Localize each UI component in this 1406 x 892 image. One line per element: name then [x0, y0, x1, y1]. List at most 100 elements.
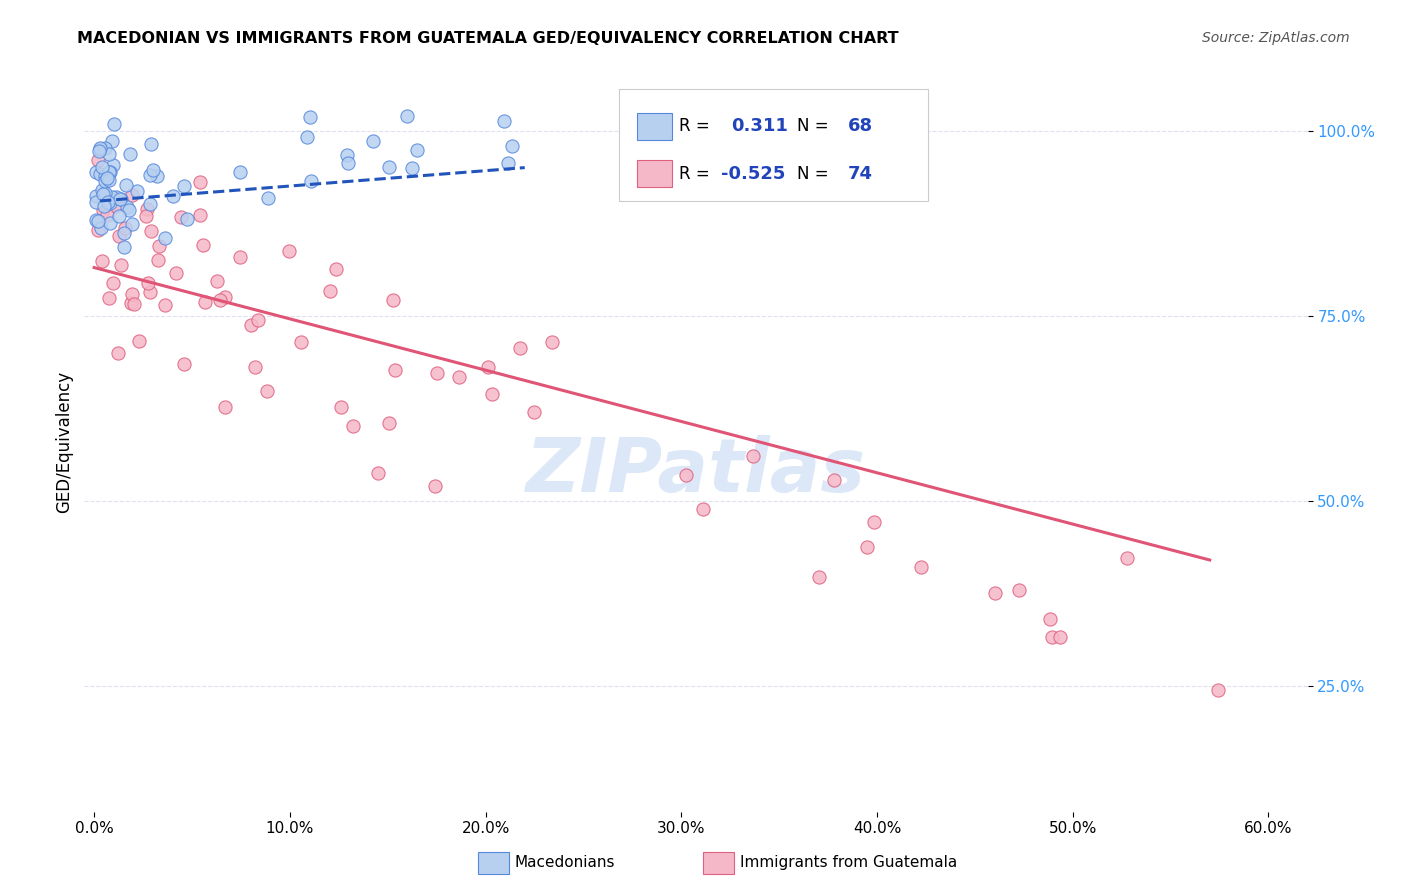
Point: [176, 212, 198, 227]
Point: [110, 193, 132, 207]
Point: [101, 276, 124, 290]
Point: [96, 208, 118, 222]
Point: [191, 238, 214, 252]
Point: [112, 239, 135, 253]
Point: [139, 168, 162, 182]
Point: [329, 401, 352, 415]
Point: [540, 334, 562, 349]
Point: [97, 191, 120, 205]
Point: [910, 559, 932, 574]
Text: 74: 74: [848, 165, 873, 183]
Point: [1008, 583, 1031, 598]
Point: [115, 178, 138, 193]
Point: [496, 156, 519, 170]
Point: [423, 479, 446, 493]
Point: [97, 195, 120, 210]
Point: [301, 174, 323, 188]
Point: [214, 401, 236, 415]
Point: [146, 253, 169, 268]
Point: [426, 366, 449, 380]
Point: [115, 200, 138, 214]
Point: [984, 586, 1007, 600]
Point: [108, 209, 131, 223]
Point: [153, 231, 176, 245]
Point: [194, 294, 217, 309]
Point: [823, 474, 845, 488]
Point: [188, 208, 211, 222]
Point: [90, 254, 112, 268]
Point: [494, 114, 516, 128]
Point: [94, 186, 117, 200]
Point: [1040, 631, 1063, 645]
Point: [395, 109, 418, 123]
Point: [336, 147, 359, 161]
Point: [97, 173, 120, 187]
Point: [121, 287, 143, 301]
Point: [367, 467, 389, 481]
Point: [336, 155, 359, 169]
Point: [89, 142, 111, 156]
Point: [165, 266, 187, 280]
Point: [98, 165, 121, 179]
Point: [87, 144, 110, 158]
Point: [98, 291, 121, 305]
Text: -0.525: -0.525: [721, 165, 786, 183]
Point: [169, 211, 191, 225]
Point: [98, 165, 121, 179]
Point: [319, 284, 342, 298]
Point: [449, 369, 471, 384]
Point: [382, 293, 405, 307]
Point: [378, 417, 401, 431]
Point: [229, 165, 252, 179]
Point: [162, 189, 184, 203]
Text: Macedonians: Macedonians: [515, 855, 614, 870]
Point: [118, 147, 141, 161]
Point: [120, 296, 142, 310]
Point: [378, 160, 401, 174]
Point: [1039, 612, 1062, 626]
Point: [243, 359, 266, 374]
Point: [110, 258, 132, 272]
Point: [214, 290, 236, 304]
Point: [208, 293, 231, 307]
Point: [139, 224, 162, 238]
Text: ZIPatlas: ZIPatlas: [526, 434, 866, 508]
Point: [1116, 551, 1139, 566]
Point: [807, 570, 830, 584]
Point: [84, 212, 107, 227]
Point: [481, 386, 503, 401]
Point: [100, 196, 122, 211]
Point: [135, 209, 157, 223]
Point: [103, 117, 125, 131]
Point: [100, 216, 122, 230]
Point: [256, 384, 278, 399]
Point: [139, 285, 162, 300]
Point: [401, 161, 423, 176]
Point: [692, 502, 714, 516]
Point: [295, 130, 318, 145]
Point: [246, 312, 269, 326]
Point: [509, 341, 531, 355]
Point: [139, 137, 162, 152]
Point: [91, 182, 114, 196]
Point: [342, 418, 364, 433]
Point: [1206, 682, 1229, 697]
Point: [104, 190, 127, 204]
Point: [240, 318, 263, 333]
Point: [361, 135, 384, 149]
Point: [855, 541, 877, 555]
Point: [112, 226, 135, 240]
Point: [90, 221, 112, 235]
Point: [173, 178, 195, 193]
Point: [108, 193, 131, 207]
Point: [107, 346, 129, 360]
Point: [96, 170, 118, 185]
Point: [135, 202, 157, 216]
Point: [384, 362, 406, 376]
Point: [91, 187, 114, 202]
Point: [89, 167, 111, 181]
Point: [501, 139, 523, 153]
Point: [97, 146, 120, 161]
Point: [229, 251, 252, 265]
Point: [84, 194, 107, 209]
